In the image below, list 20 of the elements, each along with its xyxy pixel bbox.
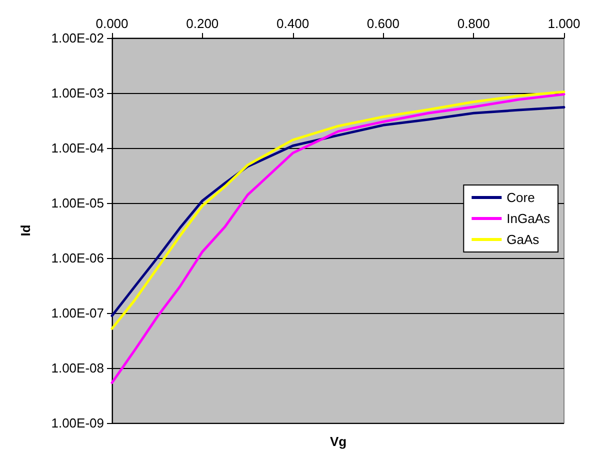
legend-label: InGaAs: [506, 211, 550, 226]
legend-label: Core: [506, 190, 535, 205]
x-tick-label: 0.800: [457, 16, 490, 31]
x-axis-title: Vg: [330, 434, 347, 449]
x-tick-label: 0.400: [276, 16, 310, 31]
y-tick-label: 1.00E-07: [51, 306, 104, 320]
legend-label: GaAs: [506, 232, 540, 247]
y-tick-label: 1.00E-04: [51, 140, 104, 156]
line-series: [110, 92, 566, 384]
y-tick-label: 1.00E-08: [51, 360, 104, 376]
y-axis-title: Id: [18, 224, 33, 236]
x-tick-label: 0.000: [96, 16, 128, 31]
x-tick-label: 1.000: [548, 16, 580, 31]
y-tick-label: 1.00E-05: [51, 196, 104, 210]
x-tick-label: 0.200: [186, 16, 219, 31]
y-tick-label: 1.00E-03: [51, 86, 104, 100]
x-tick-label: 0.600: [366, 16, 400, 31]
y-tick-label: 1.00E-09: [51, 416, 104, 430]
y-tick-label: 1.00E-06: [51, 250, 104, 266]
y-tick-label: 1.00E-02: [51, 30, 104, 46]
